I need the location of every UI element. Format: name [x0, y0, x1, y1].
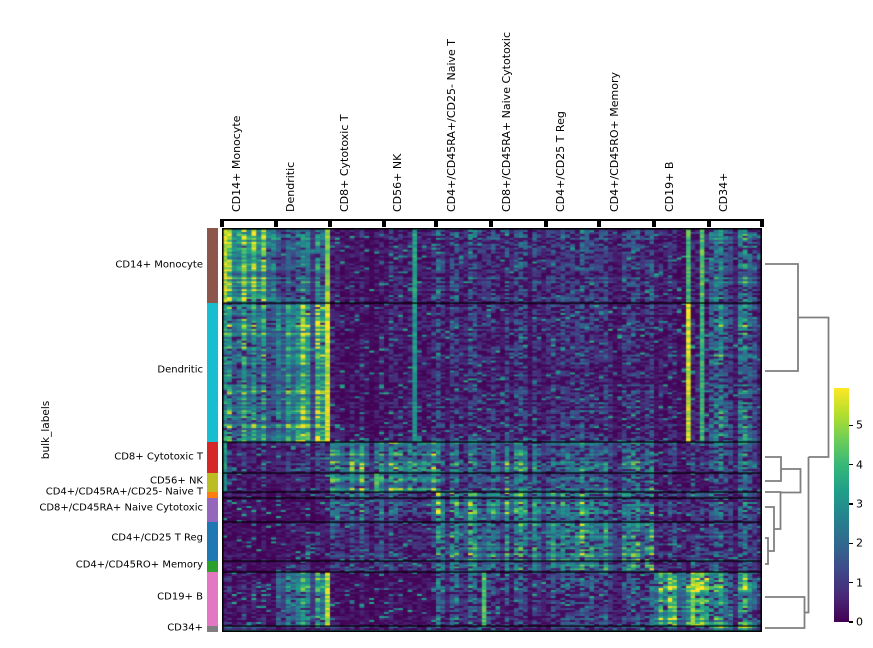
- col-group-label: CD4+/CD25 T Reg: [553, 111, 567, 212]
- row-color-band-segment: [207, 473, 218, 492]
- colorbar-tick-label: 2: [856, 536, 863, 550]
- colorbar-tick: [849, 464, 853, 466]
- dendrogram-link: [765, 456, 782, 482]
- bracket-tick: [382, 219, 386, 227]
- row-group-label: CD8+ Cytotoxic T: [114, 451, 203, 463]
- row-color-band-segment: [207, 522, 218, 561]
- dendrogram-link: [765, 263, 799, 372]
- bracket-tick: [274, 219, 278, 227]
- row-group-label: CD19+ B: [157, 591, 203, 603]
- colorbar-tick-label: 3: [856, 497, 863, 511]
- row-group-label: CD4+/CD45RA+/CD25- Naive T: [45, 486, 203, 498]
- dendrogram-link: [765, 596, 806, 629]
- bracket-tick: [434, 219, 438, 227]
- row-color-band-segment: [207, 492, 218, 498]
- row-group-label: CD8+/CD45RA+ Naive Cytotoxic: [39, 502, 203, 514]
- row-group-label: CD34+: [167, 622, 203, 634]
- colorbar-tick: [849, 503, 853, 505]
- row-color-band-segment: [207, 442, 218, 473]
- col-group-label: CD34+: [716, 172, 730, 212]
- colorbar-tick-label: 5: [856, 418, 863, 432]
- colorbar-tick-label: 4: [856, 458, 863, 472]
- bracket-tick: [652, 219, 656, 227]
- dendrogram-link: [765, 491, 782, 530]
- col-group-label: CD14+ Monocyte: [230, 115, 243, 212]
- row-color-band-segment: [207, 561, 218, 572]
- colorbar-tick: [849, 542, 853, 545]
- bracket-tick: [544, 219, 548, 227]
- row-group-label: CD14+ Monocyte: [115, 259, 203, 271]
- row-color-band-segment: [207, 572, 218, 626]
- colorbar-tick: [849, 424, 853, 427]
- col-group-label: CD19+ B: [662, 161, 676, 212]
- bracket-tick: [328, 219, 332, 227]
- dendrogram-link: [804, 457, 810, 614]
- colorbar-gradient: [834, 388, 849, 622]
- bracket-tick: [597, 219, 601, 227]
- row-group-label: Dendritic: [157, 364, 203, 376]
- heatmap-canvas: [222, 228, 762, 632]
- col-group-label: Dendritic: [284, 161, 297, 212]
- dendrogram-link: [798, 316, 830, 458]
- col-group-label: CD56+ NK: [391, 153, 404, 212]
- col-group-label: CD4+/CD45RA+/CD25- Naive T: [444, 39, 458, 212]
- dendrogram-link: [765, 506, 775, 552]
- bracket-tick: [707, 219, 711, 227]
- row-group-label: CD56+ NK: [149, 475, 203, 487]
- col-group-label: CD8+ Cytotoxic T: [338, 114, 351, 212]
- colorbar-tick: [849, 621, 853, 623]
- bracket-tick: [760, 219, 764, 227]
- colorbar-tick: [849, 582, 853, 584]
- col-group-label: CD8+/CD45RA+ Naive Cytotoxic: [499, 31, 513, 212]
- row-color-band-segment: [207, 626, 218, 632]
- colorbar-tick-label: 0: [856, 615, 863, 629]
- row-color-band-segment: [207, 228, 218, 303]
- dendrogram-link: [765, 537, 769, 565]
- row-group-label: CD4+/CD25 T Reg: [111, 532, 203, 544]
- dendrogram-link: [780, 468, 802, 494]
- row-group-label: CD4+/CD45RO+ Memory: [75, 559, 203, 571]
- row-color-band-segment: [207, 303, 218, 442]
- bracket-tick: [489, 219, 493, 227]
- bracket-tick: [220, 219, 224, 227]
- colorbar-tick-label: 1: [856, 576, 863, 590]
- col-group-label: CD4+/CD45RO+ Memory: [607, 72, 621, 212]
- row-color-band-segment: [207, 498, 218, 522]
- y-axis-label: bulk_labels: [40, 400, 52, 460]
